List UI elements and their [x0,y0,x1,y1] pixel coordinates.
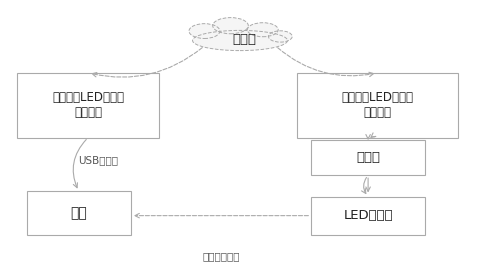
Ellipse shape [268,31,292,42]
Ellipse shape [192,31,288,51]
Text: USB数据线: USB数据线 [78,155,118,165]
Text: 计算机端LED显示屏
控制系统: 计算机端LED显示屏 控制系统 [342,91,414,119]
Ellipse shape [247,23,278,37]
FancyBboxPatch shape [297,73,458,138]
FancyBboxPatch shape [311,140,425,175]
Text: 采集图像数据: 采集图像数据 [202,251,240,261]
FancyBboxPatch shape [311,197,425,235]
Text: LED显示屏: LED显示屏 [343,209,393,222]
Ellipse shape [213,18,248,34]
Text: 控制器: 控制器 [356,151,380,164]
Text: 计算机端LED显示屏
校正系统: 计算机端LED显示屏 校正系统 [52,91,124,119]
FancyBboxPatch shape [17,73,159,138]
Ellipse shape [189,24,220,38]
Text: 局域网: 局域网 [233,33,257,46]
FancyBboxPatch shape [26,191,131,235]
Text: 相机: 相机 [70,206,87,220]
